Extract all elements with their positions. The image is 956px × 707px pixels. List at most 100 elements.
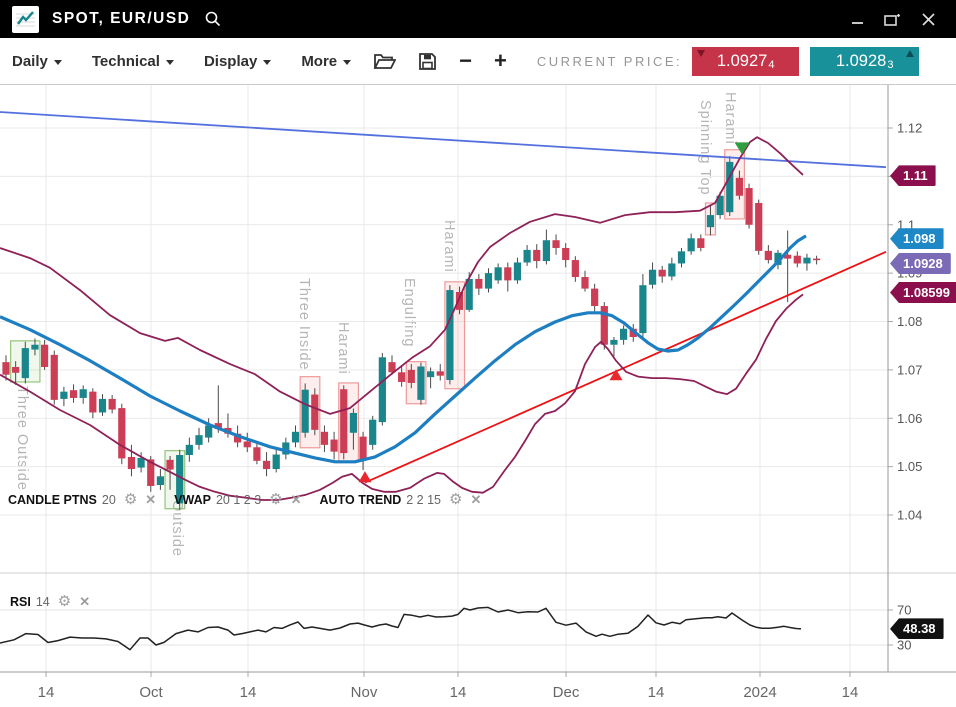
candle-down bbox=[2, 362, 10, 375]
candle-down bbox=[591, 288, 599, 307]
candle-down bbox=[533, 249, 541, 262]
indicator-legend-1: VWAP 20 1 2 3 ⚙ ✕ bbox=[174, 492, 301, 507]
search-icon[interactable] bbox=[204, 10, 222, 28]
menu-technical-label: Technical bbox=[91, 52, 160, 70]
candle-up bbox=[31, 344, 39, 350]
candle-down bbox=[147, 459, 155, 486]
candle-down bbox=[504, 267, 512, 281]
candle-up bbox=[706, 215, 715, 228]
menu-timeframe[interactable]: Daily bbox=[12, 53, 62, 70]
menu-more[interactable]: More bbox=[301, 52, 352, 70]
y-axis-label: 1.08 bbox=[897, 314, 922, 329]
candle-down bbox=[311, 394, 319, 430]
indicator-remove-icon[interactable]: ✕ bbox=[470, 492, 482, 507]
pattern-label: Outside bbox=[169, 500, 185, 557]
candle-down bbox=[214, 423, 222, 429]
candle-down bbox=[320, 431, 329, 445]
rsi-axis-label: 70 bbox=[897, 603, 911, 618]
vwap-center-line bbox=[0, 234, 807, 464]
indicator-settings-gear-icon[interactable]: ⚙ bbox=[123, 491, 138, 508]
trend-up-marker bbox=[609, 369, 623, 381]
candle-down bbox=[69, 390, 78, 398]
x-axis-label: 14 bbox=[648, 684, 665, 701]
candle-down bbox=[436, 371, 444, 376]
candle-up bbox=[687, 238, 695, 252]
x-axis-label: 14 bbox=[38, 684, 55, 701]
x-axis-label: Oct bbox=[139, 684, 163, 701]
zoom-in-button[interactable]: + bbox=[494, 48, 507, 73]
indicator-settings-gear-icon[interactable]: ⚙ bbox=[449, 491, 463, 508]
menu-display-label: Display bbox=[203, 52, 258, 70]
indicator-settings-gear-icon[interactable]: ⚙ bbox=[57, 593, 72, 610]
candle-down bbox=[108, 398, 116, 410]
y-axis-label: 1.05 bbox=[897, 459, 922, 474]
chevron-down-icon bbox=[343, 59, 352, 65]
candle-down bbox=[243, 441, 251, 448]
indicator-remove-icon[interactable]: ✕ bbox=[290, 492, 302, 507]
candle-down bbox=[398, 372, 406, 382]
candle-up bbox=[513, 262, 522, 281]
indicator-legend-2: AUTO TREND 2 2 15 ⚙ ✕ bbox=[320, 492, 482, 507]
candle-down bbox=[455, 291, 464, 310]
menu-more-label: More bbox=[301, 52, 338, 70]
auto-trend-support-line bbox=[364, 250, 887, 484]
pattern-label: Harami bbox=[335, 322, 351, 375]
toolbar: Daily Technical Display More − + CURRENT… bbox=[0, 38, 956, 85]
x-axis-label: 14 bbox=[450, 684, 467, 701]
candle-up bbox=[98, 398, 107, 413]
candle-up bbox=[446, 290, 454, 381]
vwap-lower-band-line bbox=[0, 293, 804, 501]
minimize-button[interactable] bbox=[851, 13, 864, 26]
auto-trend-resistance-line bbox=[0, 111, 887, 169]
menu-display[interactable]: Display bbox=[203, 52, 272, 70]
rsi-axis-label: 30 bbox=[897, 638, 911, 653]
popout-window-button[interactable] bbox=[884, 12, 901, 27]
candle-up bbox=[620, 328, 628, 340]
save-icon[interactable] bbox=[418, 52, 437, 71]
candle-up bbox=[195, 435, 203, 445]
candle-down bbox=[41, 344, 49, 367]
candle-up bbox=[639, 285, 647, 334]
x-axis-label: 14 bbox=[240, 684, 257, 701]
candle-up bbox=[60, 391, 68, 399]
zoom-out-button[interactable]: − bbox=[459, 48, 473, 73]
open-folder-icon[interactable] bbox=[373, 52, 397, 71]
candle-up bbox=[610, 339, 618, 345]
indicator-settings-gear-icon[interactable]: ⚙ bbox=[269, 491, 283, 508]
close-window-button[interactable] bbox=[921, 12, 936, 27]
pattern-label: Three Outside bbox=[14, 386, 30, 491]
candle-up bbox=[21, 348, 29, 379]
rsi-value-badge: 48.38 bbox=[890, 618, 944, 640]
candle-up bbox=[185, 444, 193, 456]
chevron-down-icon bbox=[53, 59, 62, 65]
candle-up bbox=[668, 263, 676, 277]
candle-down bbox=[784, 254, 792, 259]
indicator-name: CANDLE PTNS bbox=[8, 492, 97, 507]
price-level-badge: 1.11 bbox=[890, 165, 936, 187]
y-axis-label: 1.06 bbox=[897, 411, 922, 426]
ask-price-value: 1.0928 bbox=[835, 51, 887, 70]
indicator-remove-icon[interactable]: ✕ bbox=[79, 594, 91, 609]
ask-price-badge: 1.0928 3 bbox=[810, 46, 920, 76]
rsi-label-row: RSI 14 ⚙ ✕ bbox=[10, 594, 90, 609]
reversal-down-marker bbox=[734, 142, 750, 155]
price-level-badge: 1.098 bbox=[890, 228, 944, 250]
candle-up bbox=[205, 425, 213, 438]
candle-down bbox=[127, 456, 136, 470]
candle-down bbox=[118, 408, 126, 459]
indicator-name: AUTO TREND bbox=[319, 492, 402, 507]
indicator-remove-icon[interactable]: ✕ bbox=[145, 492, 157, 507]
candle-up bbox=[369, 419, 377, 445]
candle-down bbox=[330, 439, 338, 452]
menu-technical[interactable]: Technical bbox=[92, 53, 174, 70]
candle-down bbox=[658, 269, 666, 277]
pattern-label: Engulfing bbox=[401, 278, 417, 348]
candle-up bbox=[716, 195, 724, 216]
candle-up bbox=[542, 240, 550, 262]
candle-down bbox=[262, 460, 271, 470]
x-axis-label: Nov bbox=[351, 684, 378, 701]
title-bar: SPOT, EUR/USD bbox=[0, 0, 956, 38]
candle-down bbox=[581, 276, 589, 289]
